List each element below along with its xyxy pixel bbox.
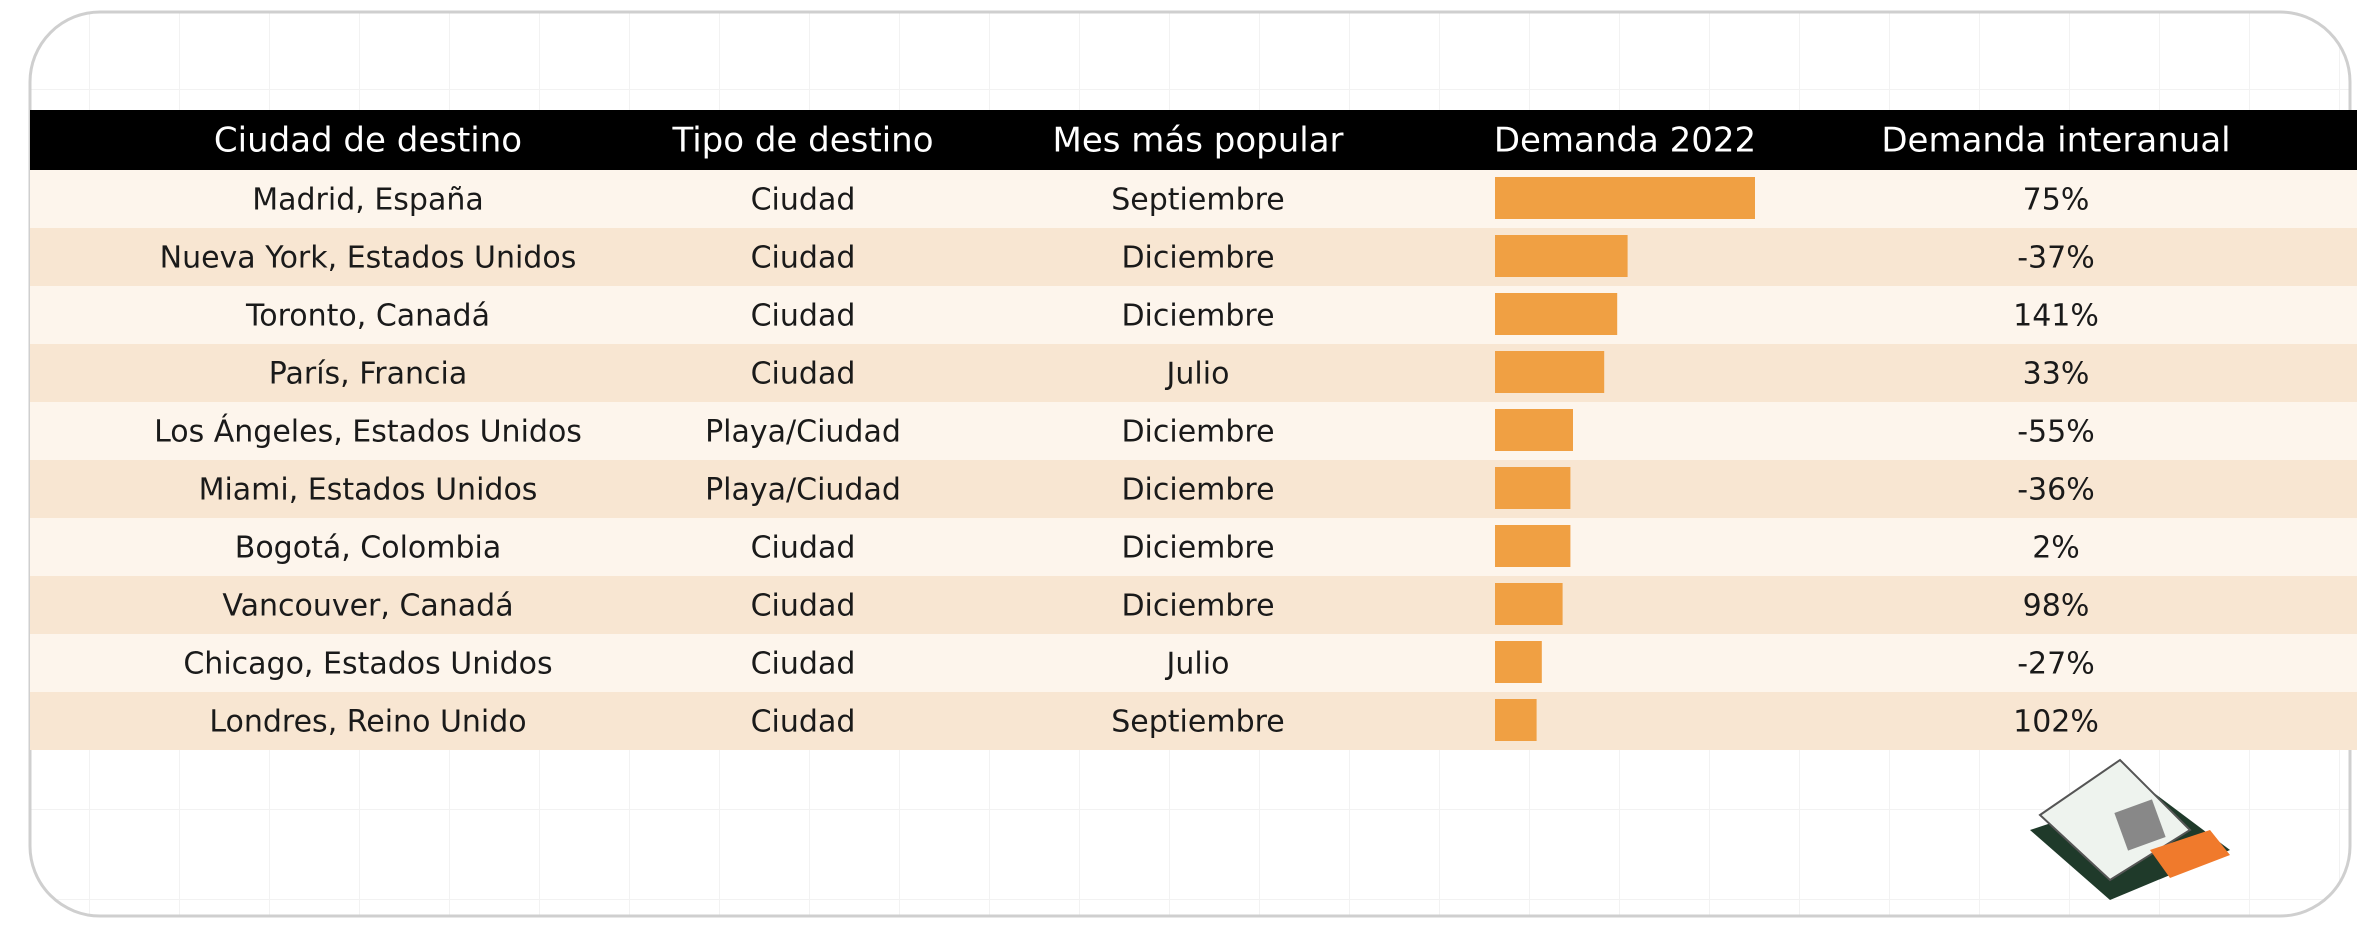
demand-bar <box>1495 409 1573 451</box>
header-cell: Demanda interanual <box>1881 121 2230 161</box>
cell: Ciudad <box>751 531 856 566</box>
cell: Los Ángeles, Estados Unidos <box>154 414 582 450</box>
cell: Miami, Estados Unidos <box>199 473 538 508</box>
cell: París, Francia <box>269 357 468 392</box>
cell: 102% <box>2013 705 2099 740</box>
cell: Julio <box>1165 647 1230 682</box>
header-cell: Mes más popular <box>1052 121 1343 161</box>
demand-bar <box>1495 699 1537 741</box>
cell: Diciembre <box>1121 299 1274 334</box>
cell: Playa/Ciudad <box>705 415 901 450</box>
cell: Bogotá, Colombia <box>235 531 502 566</box>
cell: Ciudad <box>751 357 856 392</box>
cell: Playa/Ciudad <box>705 473 901 508</box>
cell: Diciembre <box>1121 589 1274 624</box>
header-cell: Demanda 2022 <box>1494 121 1756 161</box>
cell: 75% <box>2023 183 2090 218</box>
cell: Chicago, Estados Unidos <box>183 647 552 682</box>
cell: Vancouver, Canadá <box>222 589 513 624</box>
cell: Diciembre <box>1121 473 1274 508</box>
cell: Toronto, Canadá <box>245 299 490 334</box>
demand-bar <box>1495 525 1570 567</box>
cell: Ciudad <box>751 589 856 624</box>
demand-bar <box>1495 351 1604 393</box>
demand-bar <box>1495 235 1628 277</box>
cell: Nueva York, Estados Unidos <box>160 241 577 276</box>
cell: Diciembre <box>1121 531 1274 566</box>
cell: Ciudad <box>751 241 856 276</box>
cell: Septiembre <box>1111 183 1285 218</box>
cell: 2% <box>2032 531 2080 566</box>
cell: -55% <box>2017 415 2095 450</box>
demand-bar <box>1495 641 1542 683</box>
demand-bar <box>1495 177 1755 219</box>
cell: Ciudad <box>751 647 856 682</box>
cell: 98% <box>2023 589 2090 624</box>
demand-bar <box>1495 467 1570 509</box>
demand-bar <box>1495 293 1617 335</box>
header-cell: Ciudad de destino <box>214 121 522 161</box>
header-cell: Tipo de destino <box>671 121 933 161</box>
cell: Diciembre <box>1121 415 1274 450</box>
cell: 33% <box>2023 357 2090 392</box>
cell: Madrid, España <box>252 183 484 218</box>
cell: Diciembre <box>1121 241 1274 276</box>
cell: Ciudad <box>751 705 856 740</box>
cell: Septiembre <box>1111 705 1285 740</box>
cell: -37% <box>2017 241 2095 276</box>
cell: 141% <box>2013 299 2099 334</box>
cell: Ciudad <box>751 183 856 218</box>
cell: Ciudad <box>751 299 856 334</box>
cell: -36% <box>2017 473 2095 508</box>
cell: Julio <box>1165 357 1230 392</box>
cell: -27% <box>2017 647 2095 682</box>
cell: Londres, Reino Unido <box>209 705 526 740</box>
demand-bar <box>1495 583 1563 625</box>
page: Ciudad de destino Tipo de destino Mes más … <box>0 0 2357 925</box>
